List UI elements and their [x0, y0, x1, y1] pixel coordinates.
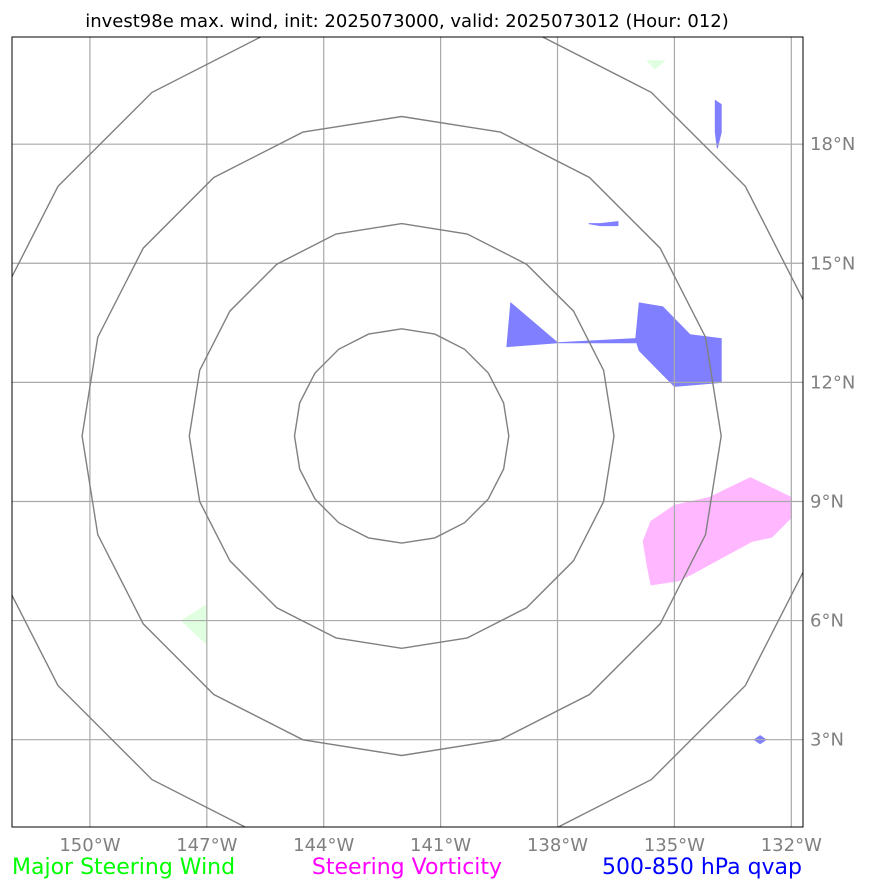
range-ring-4	[12, 37, 803, 827]
legend: Major Steering Wind Steering Vorticity 5…	[12, 855, 802, 880]
fields-layer	[180, 60, 792, 745]
x-tick-label: 147°W	[176, 835, 237, 856]
range-rings	[12, 37, 803, 827]
y-tick-label: 3°N	[810, 730, 844, 751]
legend-entry-steering-vorticity: Steering Vorticity	[312, 855, 502, 880]
range-ring-2	[188, 222, 615, 650]
x-tick-label: 141°W	[410, 835, 471, 856]
legend-entry-qvap: 500-850 hPa qvap	[602, 855, 802, 880]
legend-entry-major-steering-wind: Major Steering Wind	[12, 855, 235, 880]
chart-title: invest98e max. wind, init: 2025073000, v…	[85, 11, 729, 32]
field-qvap-2	[714, 99, 722, 149]
range-ring-1	[293, 328, 510, 544]
plot-area	[12, 37, 803, 827]
y-tick-labels: 3°N 6°N 9°N 12°N 15°N 18°N	[810, 134, 855, 750]
x-tick-label: 138°W	[527, 835, 588, 856]
field-wind-1	[645, 60, 667, 70]
x-tick-label: 150°W	[59, 835, 120, 856]
y-tick-label: 15°N	[810, 253, 855, 274]
gridlines	[12, 37, 803, 827]
y-tick-label: 6°N	[810, 611, 844, 632]
field-qvap-0	[506, 301, 722, 387]
field-vorticity-0	[642, 477, 792, 586]
range-ring-3	[81, 115, 722, 757]
plot-frame	[11, 36, 804, 828]
x-tick-label: 144°W	[293, 835, 354, 856]
y-tick-label: 12°N	[810, 372, 855, 393]
x-tick-label: 135°W	[644, 835, 705, 856]
field-qvap-1	[588, 221, 619, 227]
x-tick-label: 132°W	[761, 835, 822, 856]
x-tick-labels: 150°W 147°W 144°W 141°W 138°W 135°W 132°W	[59, 835, 822, 856]
y-tick-label: 9°N	[810, 491, 844, 512]
y-tick-label: 18°N	[810, 134, 855, 155]
